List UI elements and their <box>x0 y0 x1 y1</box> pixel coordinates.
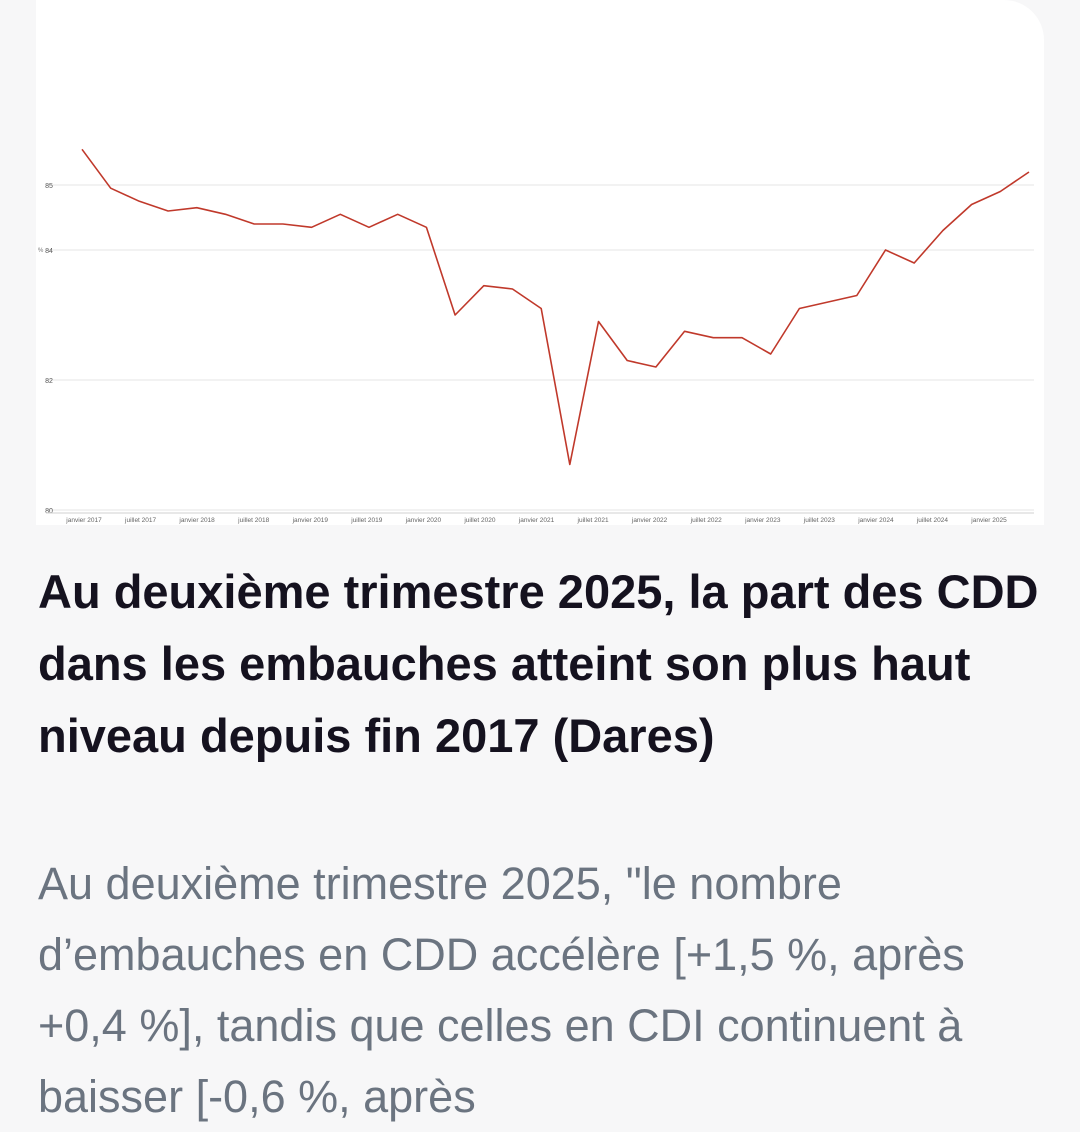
series-line <box>81 148 1030 466</box>
x-tick-label: juillet 2024 <box>916 517 948 524</box>
article-title[interactable]: Au deuxième trimestre 2025, la part des … <box>38 565 1039 762</box>
x-tick-label: juillet 2017 <box>124 517 156 524</box>
y-tick-label: 85 <box>45 183 53 190</box>
chart-panel: 80 82 84 85% janvier 2017 juillet 2017 janvier… <box>36 0 1044 525</box>
x-tick-label: juillet 2022 <box>690 517 722 524</box>
y-tick-label: 80 <box>45 508 53 515</box>
x-tick-label: janvier 2020 <box>405 517 442 524</box>
line-chart: 80 82 84 85% janvier 2017 juillet 2017 janvier… <box>38 148 1034 524</box>
x-tick-label: janvier 2025 <box>970 517 1007 524</box>
y-axis-label: % <box>38 248 44 254</box>
x-tick-label: juillet 2023 <box>803 517 835 524</box>
x-tick-label: janvier 2018 <box>178 517 215 524</box>
x-tick-label: janvier 2023 <box>744 517 781 524</box>
x-tick-label: janvier 2019 <box>292 517 329 524</box>
article-summary: Au deuxième trimestre 2025, "le nombre d… <box>38 858 965 1122</box>
x-tick-label: juillet 2018 <box>237 517 269 524</box>
y-tick-label: 84 <box>45 248 53 255</box>
x-tick-label: janvier 2022 <box>631 517 668 524</box>
y-tick-label: 82 <box>45 378 53 385</box>
x-tick-label: janvier 2017 <box>65 517 102 524</box>
x-tick-label: janvier 2024 <box>857 517 894 524</box>
x-tick-label: juillet 2019 <box>350 517 382 524</box>
x-tick-label: janvier 2021 <box>518 517 555 524</box>
x-tick-label: juillet 2020 <box>463 517 495 524</box>
x-tick-label: juillet 2021 <box>577 517 609 524</box>
